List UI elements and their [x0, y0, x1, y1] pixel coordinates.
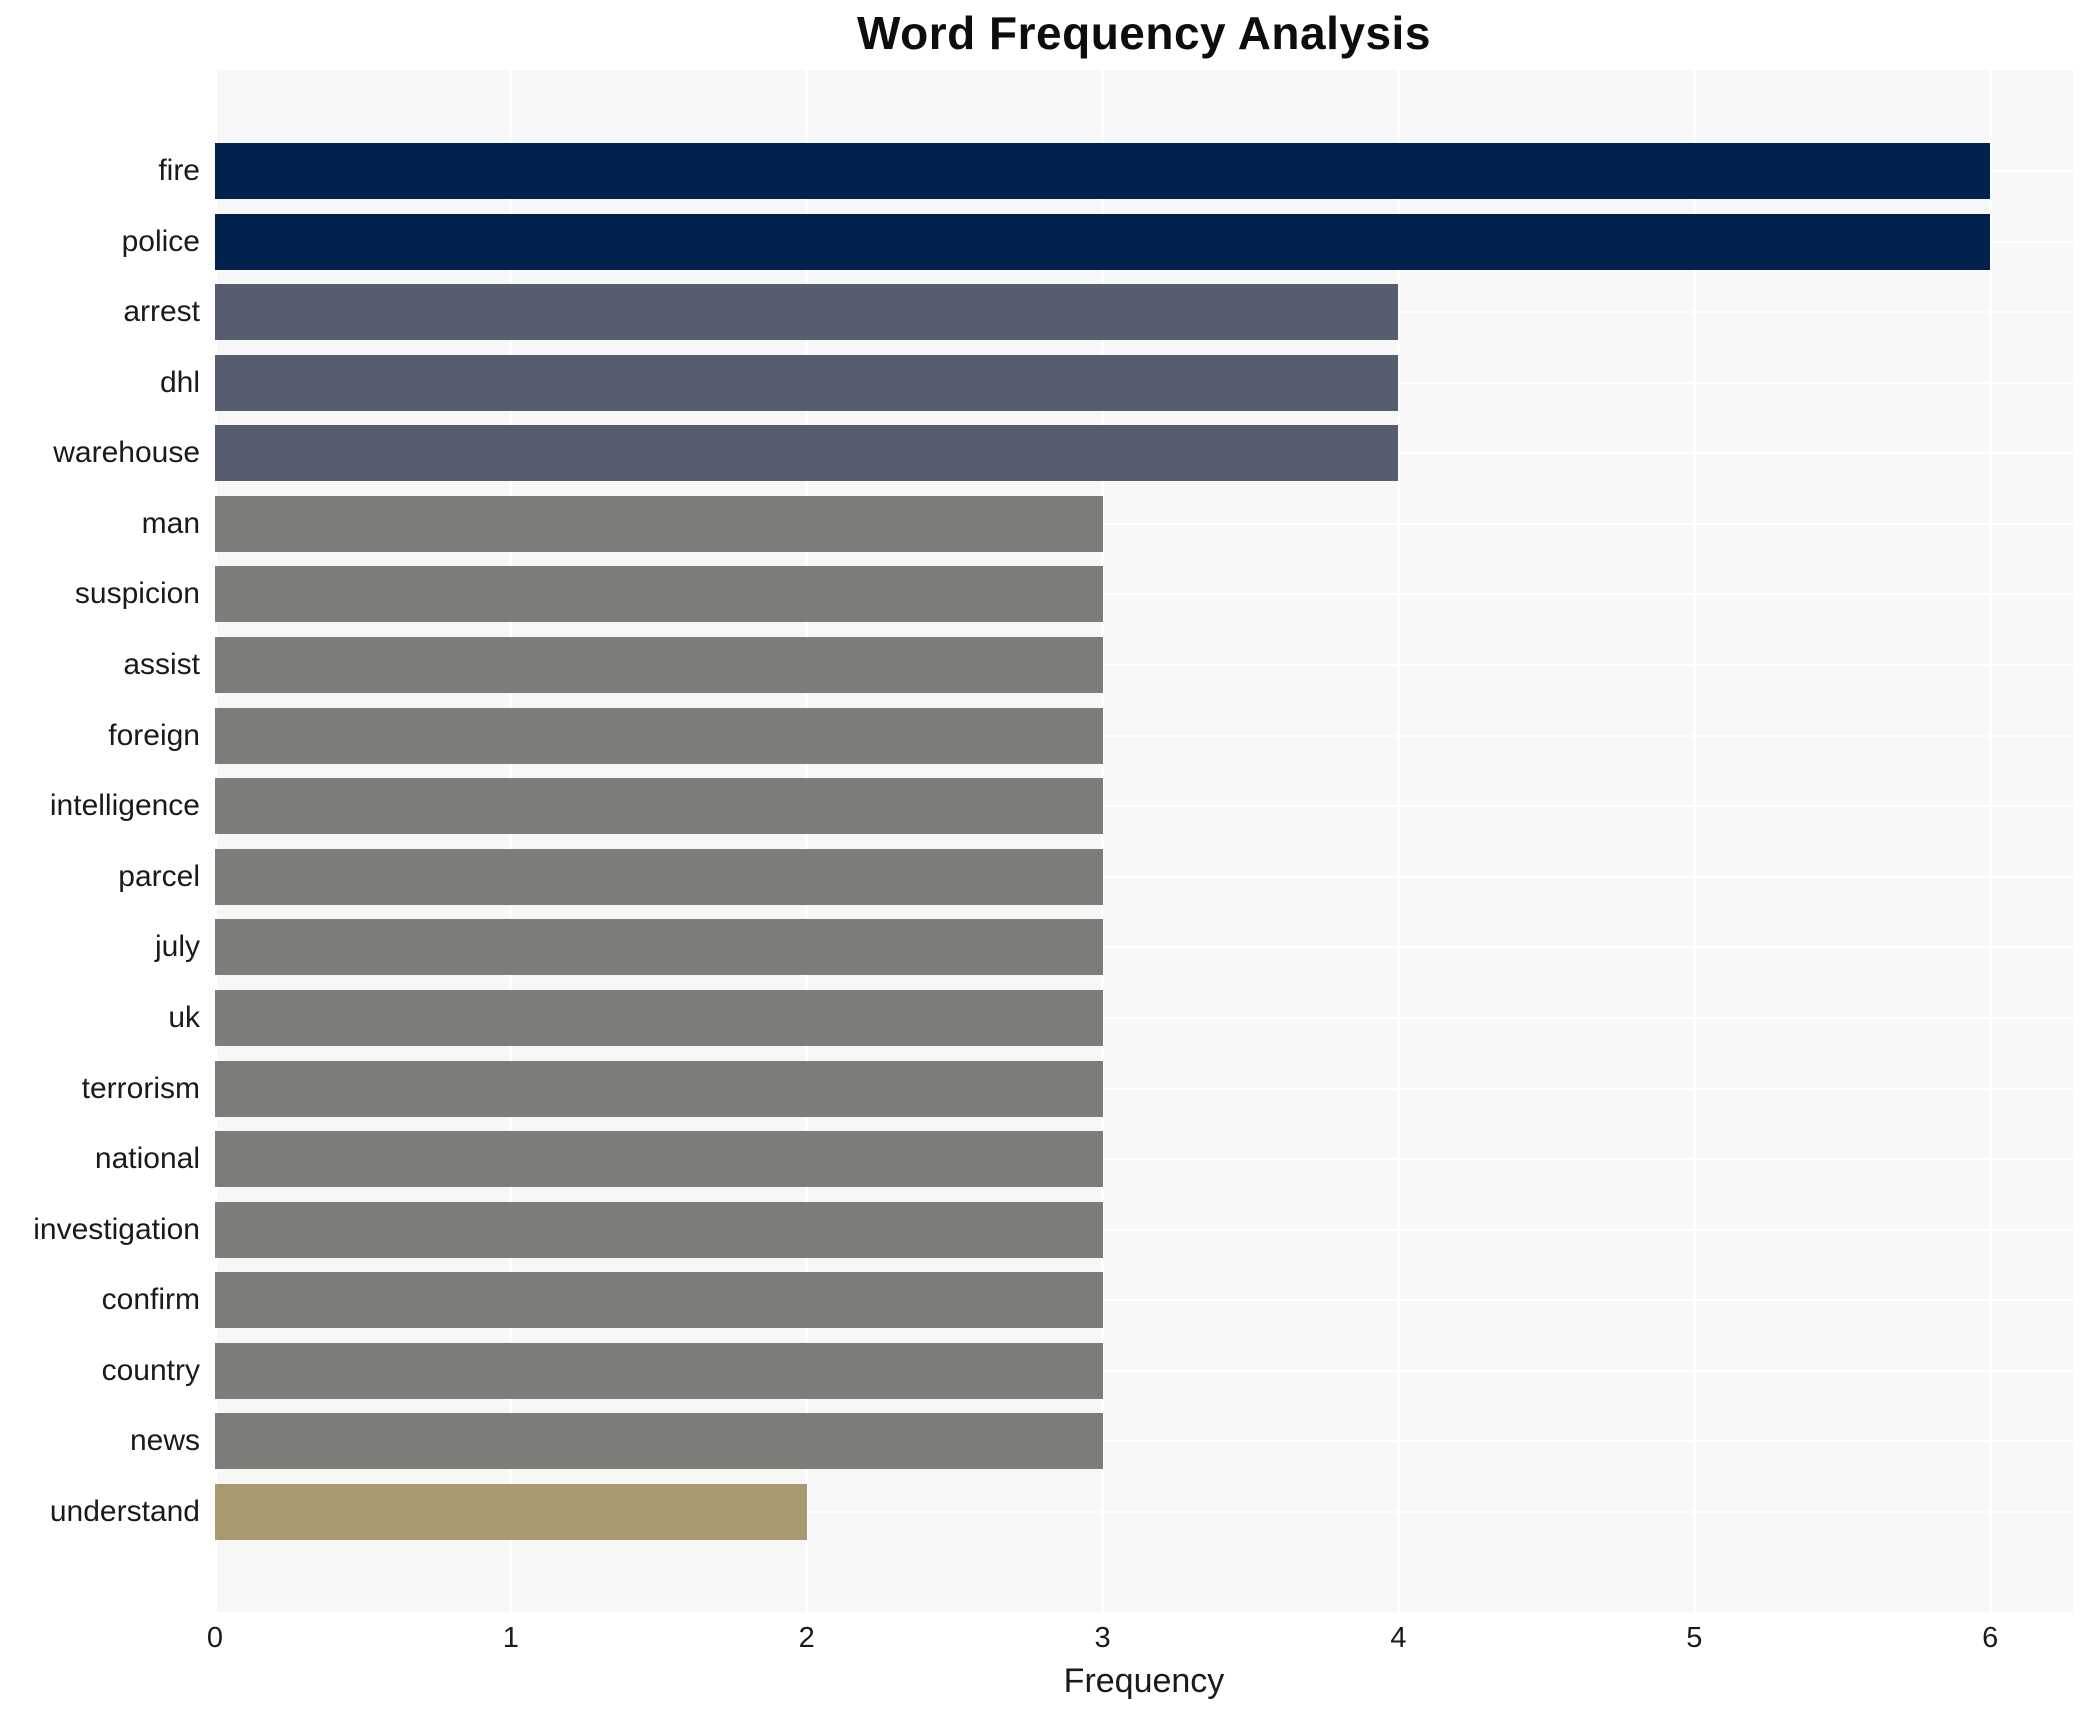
category-label-assist: assist: [123, 648, 200, 682]
category-label-dhl: dhl: [159, 365, 200, 399]
category-label-man: man: [141, 506, 200, 540]
gridline-v: [1101, 70, 1105, 1612]
bar-confirm: [215, 1272, 1103, 1329]
gridline-h: [215, 1511, 2073, 1514]
gridline-h: [215, 1228, 2073, 1231]
bar-warehouse: [215, 425, 1399, 482]
category-label-july: july: [154, 930, 200, 964]
gridline-h: [215, 1369, 2073, 1372]
chart-title: Word Frequency Analysis: [857, 7, 1431, 59]
gridline-h: [215, 1440, 2073, 1443]
gridline-v: [1692, 70, 1696, 1612]
gridline-h: [215, 1016, 2073, 1019]
bar-dhl: [215, 354, 1399, 411]
bar-man: [215, 495, 1103, 552]
x-tick-label: 1: [502, 1622, 519, 1654]
bar-july: [215, 919, 1103, 976]
bar-parcel: [215, 848, 1103, 905]
gridline-h: [215, 946, 2073, 949]
plot-area: [213, 70, 2073, 1612]
category-label-confirm: confirm: [101, 1283, 200, 1317]
category-label-suspicion: suspicion: [74, 577, 200, 611]
bar-investigation: [215, 1201, 1103, 1258]
category-label-country: country: [101, 1353, 200, 1387]
gridline-h: [215, 664, 2073, 667]
gridline-v: [213, 70, 217, 1612]
bar-uk: [215, 989, 1103, 1046]
x-axis-label: Frequency: [1063, 1662, 1225, 1700]
category-label-terrorism: terrorism: [81, 1071, 200, 1105]
category-label-parcel: parcel: [118, 859, 200, 893]
x-tick-label: 2: [798, 1622, 815, 1654]
bar-police: [215, 213, 1991, 270]
x-tick-label: 0: [206, 1622, 224, 1654]
category-label-intelligence: intelligence: [49, 789, 200, 823]
category-label-warehouse: warehouse: [53, 436, 200, 470]
x-tick-label: 6: [1982, 1622, 1999, 1654]
category-label-investigation: investigation: [33, 1212, 200, 1246]
bar-understand: [215, 1484, 807, 1541]
bar-fire: [215, 143, 1991, 199]
gridline-h: [215, 734, 2073, 737]
gridline-h: [215, 805, 2073, 808]
gridline-v: [1396, 70, 1400, 1612]
category-label-arrest: arrest: [123, 295, 200, 329]
x-tick-label: 5: [1686, 1622, 1703, 1654]
bar-news: [215, 1413, 1103, 1470]
bar-foreign: [215, 707, 1103, 764]
x-tick-label: 4: [1390, 1622, 1407, 1654]
gridline-h: [215, 522, 2073, 525]
category-label-understand: understand: [49, 1495, 200, 1529]
gridline-h: [215, 1158, 2073, 1161]
gridline-h: [215, 1087, 2073, 1090]
bar-intelligence: [215, 778, 1103, 835]
bar-terrorism: [215, 1060, 1103, 1117]
bar-arrest: [215, 284, 1399, 341]
category-label-foreign: foreign: [108, 718, 200, 752]
x-tick-label: 3: [1094, 1622, 1111, 1654]
bar-national: [215, 1131, 1103, 1188]
gridline-h: [215, 1299, 2073, 1302]
bar-country: [215, 1342, 1103, 1399]
gridline-h: [215, 593, 2073, 596]
category-label-police: police: [121, 224, 200, 258]
gridline-h: [215, 875, 2073, 878]
gridline-v: [805, 70, 809, 1612]
bar-suspicion: [215, 566, 1103, 623]
gridline-v: [509, 70, 513, 1612]
category-label-fire: fire: [158, 154, 200, 187]
category-label-news: news: [129, 1424, 200, 1458]
bar-assist: [215, 637, 1103, 694]
gridline-v: [1988, 70, 1992, 1612]
category-label-national: national: [94, 1142, 200, 1176]
category-label-uk: uk: [168, 1000, 200, 1034]
